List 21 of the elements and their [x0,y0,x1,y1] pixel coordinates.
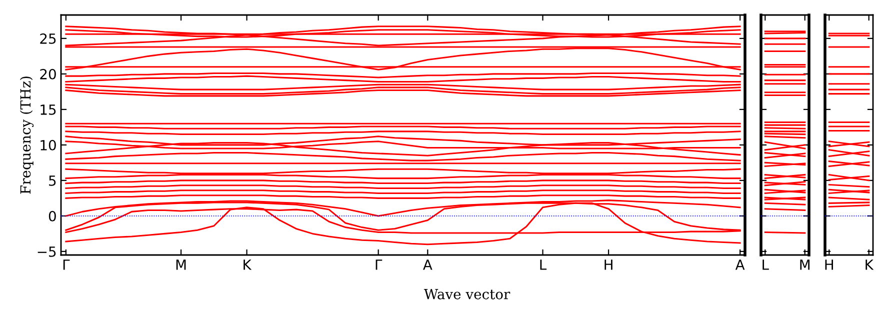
x-tick-label: Γ [63,260,70,270]
y-tick-label: 25 [40,33,56,44]
x-tick-label: L [762,260,769,270]
y-tick-label: 15 [40,104,56,115]
x-tick-label: M [800,260,810,270]
x-tick-label: L [540,260,547,270]
x-axis-title: Wave vector [424,289,510,300]
y-tick-label: 10 [40,140,56,150]
x-tick-label: A [735,260,745,270]
y-tick-label: −5 [38,246,56,257]
x-tick-label: H [825,260,833,270]
x-tick-label: H [604,260,612,270]
y-tick-label: 5 [49,176,56,186]
x-tick-label: K [244,260,252,270]
y-tick-label: 0 [48,210,56,222]
y-axis-title: Frequency (THz) [20,76,34,194]
x-tick-label: M [176,260,186,270]
x-tick-label: K [866,260,874,270]
x-tick-label: A [423,260,432,270]
x-tick-label: Γ [376,260,382,270]
y-tick-label: 20 [40,68,56,80]
